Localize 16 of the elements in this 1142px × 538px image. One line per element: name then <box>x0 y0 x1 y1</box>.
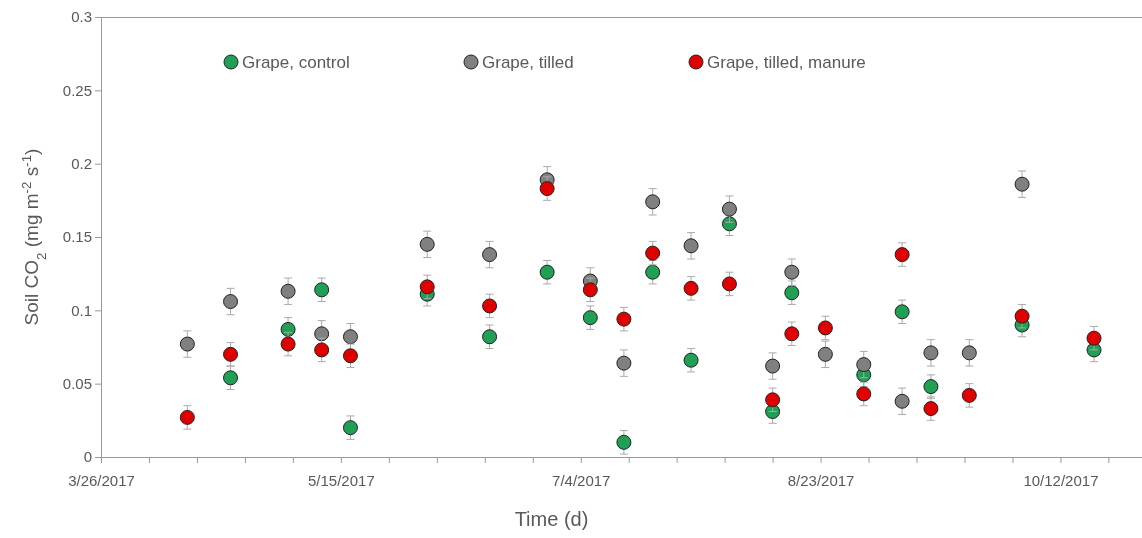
legend-label: Grape, tilled, manure <box>707 53 866 72</box>
x-tick-label: 7/4/2017 <box>552 471 611 489</box>
x-tick-label: 8/23/2017 <box>787 471 855 489</box>
y-tick-label: 0 <box>83 448 92 466</box>
x-tick-label: 10/12/2017 <box>1023 471 1099 489</box>
x-axis-title: Time (d) <box>514 508 589 530</box>
y-tick-label: 0.2 <box>71 154 92 172</box>
y-tick-label: 0.05 <box>62 374 92 392</box>
y-tick-label: 0.1 <box>71 301 92 319</box>
x-tick-label: 3/26/2017 <box>68 471 135 489</box>
y-tick-label: 0.15 <box>62 228 92 246</box>
legend-label: Grape, control <box>242 53 350 72</box>
x-tick-label: 5/15/2017 <box>307 471 375 489</box>
y-tick-label: 0.25 <box>62 81 92 99</box>
y-tick-label: 0.3 <box>71 8 92 26</box>
legend-label: Grape, tilled <box>482 53 574 72</box>
